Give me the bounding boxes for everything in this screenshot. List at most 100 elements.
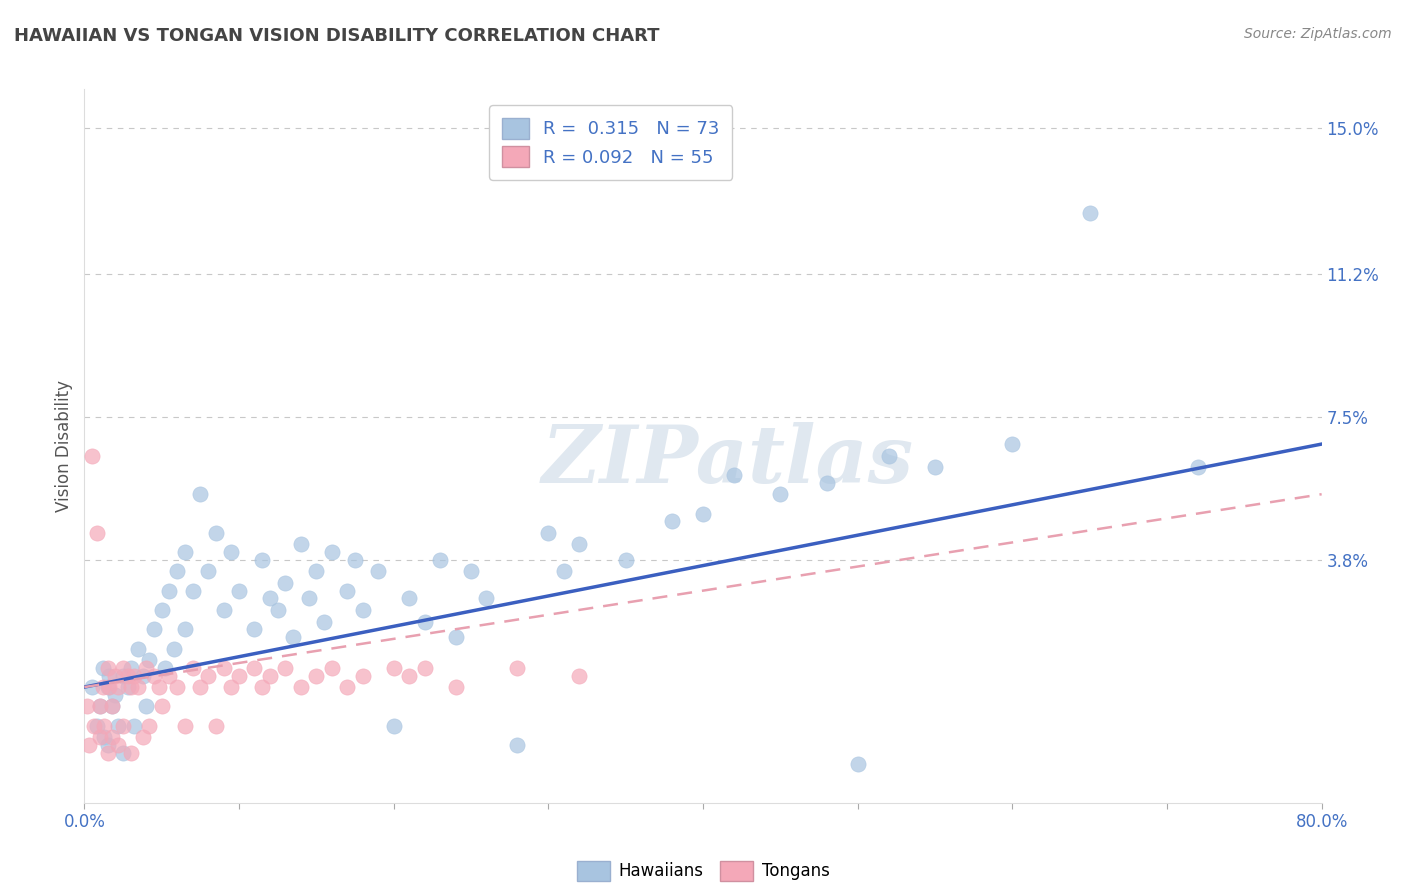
Point [243, 622, 266, 636]
Point [1078, 205, 1101, 219]
Point [321, 661, 343, 675]
Point [259, 668, 281, 682]
Point [91, 680, 114, 694]
Text: ZIPatlas: ZIPatlas [541, 422, 914, 499]
Point [93, 719, 115, 733]
Point [122, 719, 145, 733]
Point [82, 449, 104, 463]
Point [188, 680, 212, 694]
Text: HAWAIIAN VS TONGAN VISION DISABILITY CORRELATION CHART: HAWAIIAN VS TONGAN VISION DISABILITY COR… [14, 27, 659, 45]
Point [382, 719, 405, 733]
Point [76, 699, 98, 714]
Point [221, 680, 243, 694]
Point [174, 622, 197, 636]
Point [104, 668, 127, 682]
Point [97, 680, 120, 694]
Point [120, 661, 142, 675]
Point [537, 525, 560, 540]
Point [877, 449, 900, 463]
Point [553, 565, 575, 579]
Point [398, 668, 420, 682]
Point [352, 668, 374, 682]
Point [252, 553, 274, 567]
Point [132, 668, 155, 682]
Point [83, 719, 105, 733]
Point [77, 738, 100, 752]
Point [143, 668, 166, 682]
Point [107, 738, 129, 752]
Point [128, 641, 150, 656]
Point [661, 514, 683, 528]
Point [89, 699, 111, 714]
Point [132, 730, 155, 744]
Point [101, 699, 124, 714]
Point [1187, 460, 1209, 475]
Point [107, 719, 129, 733]
Point [769, 487, 792, 501]
Point [290, 680, 312, 694]
Point [97, 746, 120, 760]
Point [150, 699, 173, 714]
Point [274, 576, 297, 591]
Point [97, 661, 120, 675]
Point [143, 622, 166, 636]
Point [413, 615, 436, 629]
Point [228, 668, 250, 682]
Point [89, 699, 111, 714]
Point [181, 583, 204, 598]
Point [98, 668, 121, 682]
Point [846, 757, 869, 772]
Point [107, 680, 129, 694]
Point [283, 630, 305, 644]
Point [305, 668, 328, 682]
Y-axis label: Vision Disability: Vision Disability [55, 380, 73, 512]
Point [112, 719, 135, 733]
Legend: Hawaiians, Tongans: Hawaiians, Tongans [569, 855, 837, 888]
Point [568, 668, 591, 682]
Point [82, 680, 104, 694]
Point [614, 553, 637, 567]
Point [150, 603, 173, 617]
Point [444, 680, 467, 694]
Point [93, 730, 115, 744]
Point [506, 661, 529, 675]
Point [197, 565, 219, 579]
Point [252, 680, 274, 694]
Point [135, 661, 157, 675]
Point [568, 537, 591, 551]
Point [205, 525, 228, 540]
Point [212, 661, 235, 675]
Point [159, 668, 181, 682]
Point [274, 661, 297, 675]
Point [1001, 437, 1024, 451]
Point [298, 591, 321, 606]
Point [112, 746, 135, 760]
Point [91, 661, 114, 675]
Point [444, 630, 467, 644]
Point [153, 661, 176, 675]
Point [163, 641, 186, 656]
Point [174, 545, 197, 559]
Point [290, 537, 312, 551]
Point [112, 668, 135, 682]
Point [166, 565, 188, 579]
Point [135, 699, 157, 714]
Point [117, 668, 139, 682]
Point [86, 719, 108, 733]
Point [413, 661, 436, 675]
Point [89, 730, 111, 744]
Point [188, 487, 212, 501]
Point [321, 545, 343, 559]
Point [429, 553, 451, 567]
Point [120, 746, 142, 760]
Point [138, 653, 160, 667]
Text: Source: ZipAtlas.com: Source: ZipAtlas.com [1244, 27, 1392, 41]
Point [101, 730, 124, 744]
Point [181, 661, 204, 675]
Point [344, 553, 367, 567]
Point [221, 545, 243, 559]
Point [243, 661, 266, 675]
Point [815, 475, 838, 490]
Point [367, 565, 389, 579]
Point [98, 680, 121, 694]
